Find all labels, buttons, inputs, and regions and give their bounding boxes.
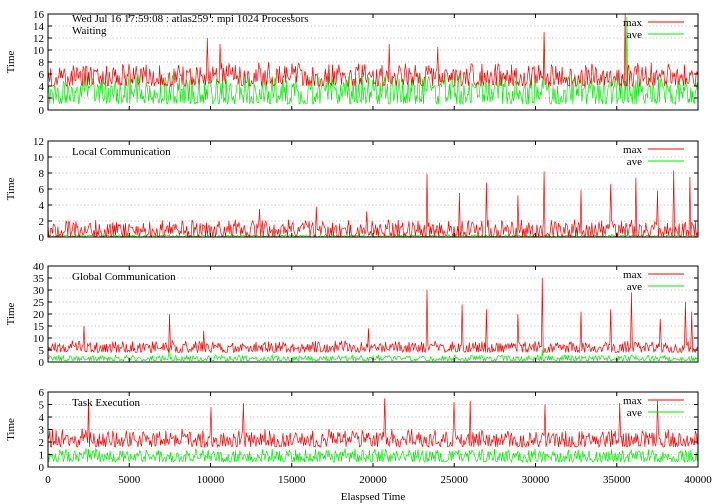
y-tick-label: 10 — [33, 152, 45, 164]
legend-label-max: max — [623, 144, 642, 156]
y-tick-label: 0 — [39, 232, 45, 244]
y-axis-label: Time — [5, 177, 17, 200]
y-tick-label: 20 — [33, 309, 45, 321]
x-tick-label: 10000 — [197, 474, 225, 486]
y-tick-label: 6 — [39, 69, 45, 81]
series-max-line — [47, 170, 699, 239]
series-ave-line — [47, 447, 699, 464]
y-axis-label: Time — [5, 50, 17, 73]
y-tick-label: 12 — [33, 136, 44, 148]
series-max-line — [47, 398, 699, 449]
y-tick-label: 35 — [33, 273, 45, 285]
y-tick-label: 6 — [39, 387, 45, 399]
panel-label: Local Communication — [72, 146, 171, 158]
y-tick-label: 12 — [33, 33, 44, 45]
panel-label: Waiting — [72, 25, 107, 37]
y-tick-label: 14 — [33, 21, 45, 33]
y-tick-label: 2 — [39, 437, 45, 449]
x-tick-label: 30000 — [522, 474, 550, 486]
panel-label: Task Execution — [72, 397, 140, 409]
y-tick-label: 15 — [33, 321, 45, 333]
legend-label-max: max — [623, 17, 642, 29]
y-tick-label: 10 — [33, 45, 45, 57]
y-tick-label: 16 — [33, 9, 45, 21]
y-axis-label: Time — [5, 418, 17, 441]
legend-label-ave: ave — [627, 281, 642, 293]
y-tick-label: 8 — [39, 57, 45, 69]
y-tick-label: 10 — [33, 333, 45, 345]
x-tick-label: 5000 — [118, 474, 141, 486]
y-tick-label: 25 — [33, 297, 45, 309]
legend-label-max: max — [623, 269, 642, 281]
series-max-line — [47, 13, 699, 88]
y-tick-label: 5 — [39, 400, 45, 412]
y-tick-label: 0 — [39, 462, 45, 474]
y-tick-label: 1 — [39, 450, 45, 462]
x-tick-label: 25000 — [441, 474, 469, 486]
x-tick-label: 0 — [45, 474, 51, 486]
y-tick-label: 40 — [33, 261, 45, 273]
legend-label-ave: ave — [627, 156, 642, 168]
y-tick-label: 2 — [39, 216, 45, 228]
series-ave-line — [47, 16, 699, 106]
x-tick-label: 20000 — [359, 474, 387, 486]
y-tick-label: 0 — [39, 357, 45, 369]
legend-label-ave: ave — [627, 29, 642, 41]
y-tick-label: 4 — [39, 81, 45, 93]
series-ave-line — [47, 347, 699, 363]
y-tick-label: 0 — [39, 105, 45, 117]
y-tick-label: 8 — [39, 168, 45, 180]
series-max-line — [47, 277, 699, 354]
panel-label: Global Communication — [72, 271, 176, 283]
y-tick-label: 6 — [39, 184, 45, 196]
y-tick-label: 4 — [39, 412, 45, 424]
y-tick-label: 3 — [39, 425, 45, 437]
x-axis-label: Elaspsed Time — [341, 491, 406, 503]
y-tick-label: 2 — [39, 93, 45, 105]
legend-label-max: max — [623, 395, 642, 407]
y-tick-label: 30 — [33, 285, 45, 297]
legend-label-ave: ave — [627, 407, 642, 419]
x-tick-label: 15000 — [278, 474, 306, 486]
x-tick-label: 35000 — [603, 474, 631, 486]
y-tick-label: 5 — [39, 345, 45, 357]
x-tick-label: 40000 — [684, 474, 712, 486]
figure-title: Wed Jul 16 17:59:08 : atlas259 : mpi 102… — [72, 13, 309, 25]
y-tick-label: 4 — [39, 200, 45, 212]
y-axis-label: Time — [5, 302, 17, 325]
